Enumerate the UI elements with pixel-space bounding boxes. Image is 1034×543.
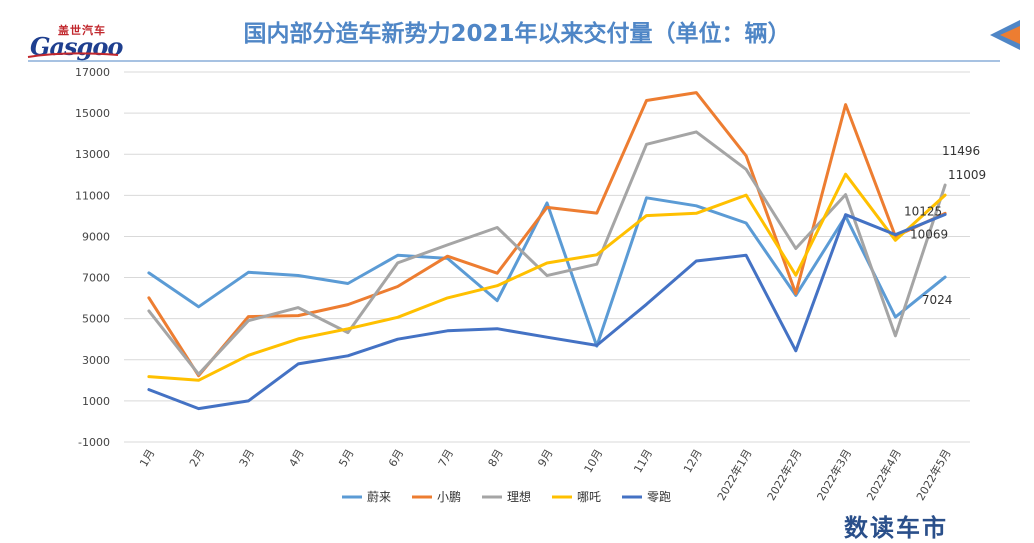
- series-line-小鹏: [147, 91, 947, 378]
- logo-swoosh-icon: [27, 52, 119, 58]
- series-line-零跑: [147, 213, 947, 411]
- x-tick-label: 10月: [582, 447, 606, 475]
- y-tick-label: 3000: [82, 354, 110, 367]
- x-tick-label: 12月: [681, 447, 705, 475]
- y-tick-label: 15000: [75, 107, 110, 120]
- legend-label: 理想: [507, 489, 531, 504]
- x-tick-label: 2022年5月: [913, 447, 954, 503]
- data-labels: 11496 10125 11009 10069 7024: [904, 144, 986, 307]
- legend-label: 小鹏: [437, 490, 461, 504]
- series-line-蔚来: [147, 196, 947, 348]
- x-tick-label: 4月: [287, 447, 307, 469]
- legend-label: 哪吒: [577, 490, 601, 504]
- grid-lines: [124, 71, 970, 443]
- x-tick-label: 2022年1月: [714, 447, 755, 503]
- x-tick-label: 3月: [237, 447, 257, 469]
- legend: 蔚来 小鹏 理想 哪吒 零跑: [342, 489, 671, 504]
- x-tick-label: 2022年2月: [764, 447, 805, 503]
- back-arrow-icon[interactable]: [986, 18, 1022, 52]
- x-tick-label: 6月: [386, 447, 406, 469]
- y-tick-label: 1000: [82, 395, 110, 408]
- series-line-理想: [147, 130, 947, 376]
- y-tick-label: 11000: [75, 189, 110, 202]
- chart-title: 国内部分造车新势力2021年以来交付量（单位：辆）: [243, 21, 791, 47]
- series-lines: [147, 91, 947, 411]
- legend-label: 蔚来: [367, 490, 391, 504]
- data-label: 10069: [910, 227, 948, 241]
- x-tick-label: 2022年3月: [814, 447, 855, 503]
- x-tick-label: 5月: [336, 447, 356, 469]
- gasgoo-logo: 盖世汽车 Gasgoo: [26, 22, 123, 62]
- series-line-哪吒: [147, 172, 947, 382]
- x-tick-label: 9月: [535, 447, 555, 469]
- y-tick-label: 17000: [75, 66, 110, 79]
- y-tick-label: 5000: [82, 313, 110, 326]
- data-label: 11496: [942, 144, 980, 158]
- x-tick-label: 7月: [436, 447, 456, 469]
- x-tick-label: 11月: [631, 447, 655, 475]
- y-tick-label: -1000: [78, 436, 110, 449]
- y-tick-label: 9000: [82, 230, 110, 243]
- logo-en-text: Gasgoo: [30, 32, 123, 61]
- y-tick-label: 7000: [82, 272, 110, 285]
- y-tick-label: 13000: [75, 148, 110, 161]
- data-label: 11009: [948, 168, 986, 182]
- y-axis: -1000 1000 3000 5000 7000 9000 11000 13000 15000…: [75, 66, 110, 449]
- data-label: 10125: [904, 204, 942, 218]
- x-tick-label: 2022年4月: [863, 447, 904, 503]
- x-tick-label: 1月: [137, 447, 157, 469]
- x-tick-label: 2月: [187, 447, 207, 469]
- logo-cn-text: 盖世汽车: [58, 24, 106, 37]
- brand-watermark: 数读车市: [844, 514, 948, 542]
- data-label: 7024: [922, 293, 953, 307]
- x-tick-label: 8月: [486, 447, 506, 469]
- legend-label: 零跑: [647, 490, 671, 504]
- x-axis: 1月 2月 3月 4月 5月 6月 7月 8月 9月 10月 11月 12月 2022年1月 2022年2…: [137, 447, 953, 503]
